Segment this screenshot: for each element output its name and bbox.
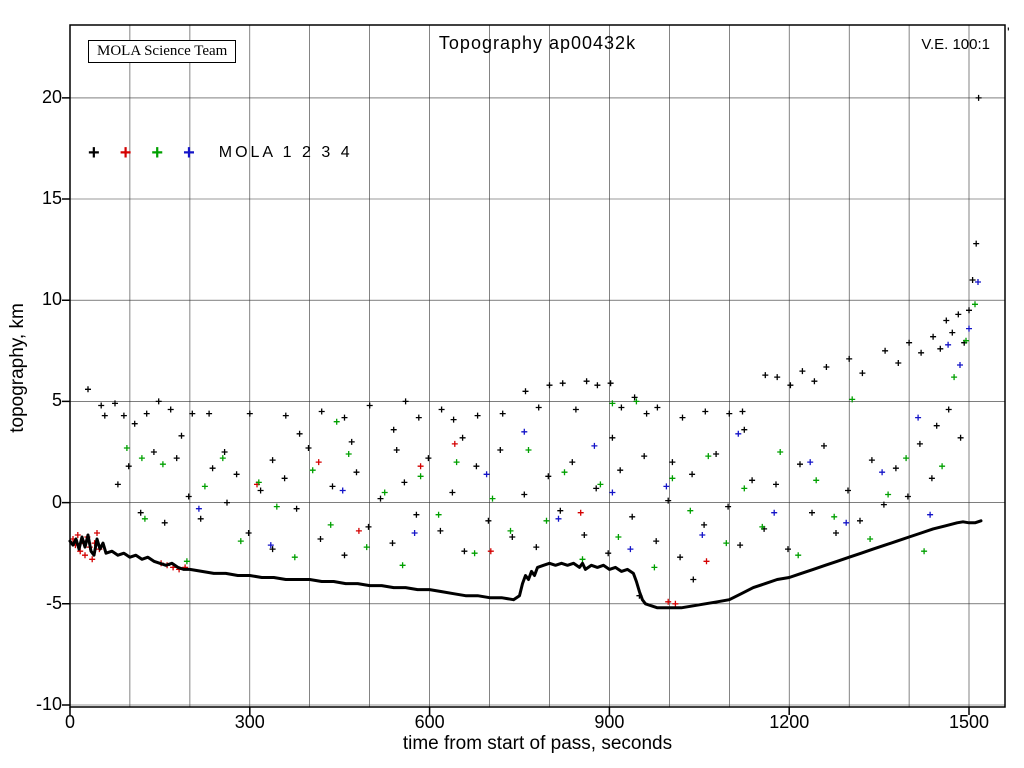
- x-tick-label: 300: [234, 712, 265, 732]
- scatter-series-mola-2: [70, 440, 710, 607]
- scatter-series-mola-4: [195, 279, 981, 553]
- x-tick-label: 900: [594, 712, 625, 732]
- x-axis-label: time from start of pass, seconds: [402, 733, 673, 754]
- mola-science-team-box: MOLA Science Team: [88, 40, 237, 63]
- y-tick-label: 15: [41, 188, 62, 209]
- legend: + + + + MOLA 1 2 3 4: [88, 143, 353, 163]
- x-tick-label: 600: [414, 712, 445, 732]
- x-tick-label: 1200: [769, 712, 810, 732]
- legend-plus-icon-mola1: +: [88, 142, 100, 164]
- y-tick-label: 20: [41, 86, 62, 107]
- scatter-series-mola-1: [85, 94, 982, 599]
- chart-title: Topography ap00432k: [438, 33, 637, 53]
- legend-plus-icon-mola4: +: [183, 142, 195, 164]
- x-tick-label: 0: [64, 712, 75, 732]
- y-tick-label: 0: [51, 491, 62, 512]
- scatter-series-mola-3: [123, 301, 978, 571]
- y-tick-label: -10: [35, 693, 62, 714]
- profile-line: [68, 519, 983, 610]
- y-tick-label: 5: [51, 390, 62, 411]
- legend-plus-icon-mola2: +: [119, 142, 132, 164]
- y-tick-label: 10: [41, 289, 62, 310]
- legend-label: MOLA 1 2 3 4: [218, 144, 353, 161]
- vertical-exaggeration-label: V.E. 100:1: [921, 36, 990, 53]
- y-tick-label: -5: [45, 592, 62, 613]
- legend-plus-icon-mola3: +: [151, 142, 164, 164]
- corner-tick-mark: ': [1007, 24, 1010, 40]
- y-axis-label: topography, km: [7, 303, 28, 433]
- x-tick-label: 1500: [949, 712, 990, 732]
